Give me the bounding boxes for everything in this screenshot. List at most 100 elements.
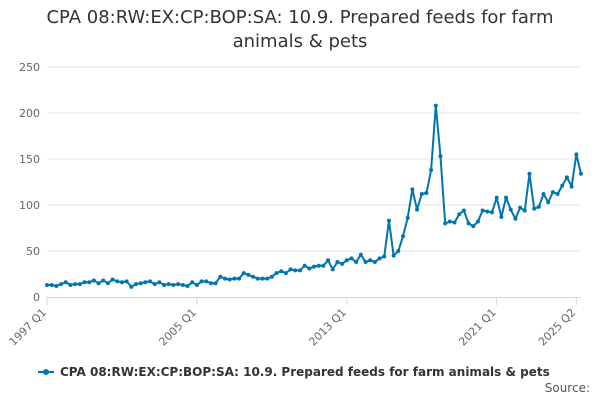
data-point-18: [129, 284, 134, 289]
data-point-37: [218, 274, 223, 279]
data-point-106: [541, 191, 546, 196]
data-point-59: [321, 263, 326, 268]
legend-line-marker-icon: [38, 366, 54, 378]
y-axis-labels: 0 50 100 150 200 250: [19, 61, 40, 304]
data-point-78: [410, 187, 415, 192]
data-point-63: [340, 261, 345, 266]
data-point-20: [138, 281, 143, 286]
data-point-49: [274, 271, 279, 276]
data-point-113: [574, 152, 579, 157]
data-point-5: [68, 283, 73, 288]
data-point-109: [555, 191, 560, 196]
data-point-88: [457, 212, 462, 217]
data-point-68: [363, 260, 368, 265]
data-point-70: [372, 260, 377, 265]
data-point-39: [227, 277, 232, 282]
data-point-92: [475, 219, 480, 224]
data-point-15: [115, 279, 120, 284]
data-point-12: [101, 278, 106, 283]
data-point-96: [494, 195, 499, 200]
data-point-26: [166, 282, 171, 287]
data-point-0: [45, 283, 49, 288]
series-line: [46, 104, 582, 288]
data-point-52: [288, 267, 293, 272]
data-point-16: [119, 280, 124, 285]
data-point-76: [401, 234, 405, 239]
x-tick-label-1: 2005 Q1: [156, 306, 199, 349]
series-points: [45, 103, 583, 289]
data-point-50: [279, 269, 284, 274]
data-point-71: [377, 256, 382, 261]
y-tick-label-250: 250: [19, 61, 40, 74]
data-point-27: [171, 283, 176, 288]
y-tick-label-150: 150: [19, 153, 40, 166]
data-point-58: [316, 263, 321, 268]
data-point-94: [485, 209, 490, 214]
data-point-42: [241, 271, 246, 276]
data-point-32: [194, 283, 199, 288]
data-point-22: [148, 279, 153, 284]
data-point-54: [297, 268, 302, 273]
data-point-21: [143, 280, 148, 285]
data-point-77: [405, 215, 410, 220]
data-point-89: [461, 208, 466, 213]
series-path: [46, 104, 582, 288]
data-point-72: [382, 254, 387, 259]
data-point-6: [73, 282, 78, 287]
data-point-110: [560, 183, 565, 188]
x-tick-label-0: 1997 Q1: [7, 306, 50, 349]
data-point-62: [335, 260, 340, 265]
data-point-23: [152, 282, 157, 287]
data-point-25: [162, 283, 167, 288]
data-point-8: [82, 280, 87, 285]
data-point-104: [532, 206, 537, 211]
x-tick-label-2: 2013 Q1: [306, 306, 349, 349]
data-point-30: [185, 283, 190, 288]
data-point-17: [124, 279, 129, 284]
data-point-38: [223, 276, 227, 281]
data-point-56: [307, 266, 312, 271]
data-point-45: [255, 276, 260, 281]
gridlines: [47, 66, 581, 252]
data-point-67: [358, 252, 363, 257]
data-point-85: [443, 221, 448, 226]
data-point-47: [265, 276, 270, 281]
data-point-61: [330, 267, 335, 272]
data-point-29: [180, 283, 185, 288]
x-tick-label-3: 2021 Q1: [456, 306, 499, 349]
data-point-19: [134, 282, 138, 287]
data-point-28: [176, 282, 181, 287]
data-point-112: [569, 184, 574, 189]
data-point-55: [302, 263, 307, 268]
data-point-3: [59, 282, 64, 287]
data-point-100: [513, 216, 518, 221]
source-label: Source:: [544, 381, 590, 395]
y-tick-label-200: 200: [19, 107, 40, 120]
data-point-97: [499, 214, 504, 219]
data-point-69: [368, 258, 373, 263]
data-point-57: [312, 264, 316, 269]
data-point-111: [564, 175, 569, 180]
data-point-46: [260, 276, 265, 281]
data-point-43: [246, 272, 251, 277]
x-axis: 1997 Q1 2005 Q1 2013 Q1 2021 Q1 2025 Q2: [7, 297, 581, 348]
data-point-74: [391, 253, 396, 258]
data-point-65: [349, 256, 354, 261]
data-point-95: [490, 210, 494, 215]
data-point-48: [269, 274, 274, 279]
data-point-10: [91, 278, 96, 283]
data-point-40: [232, 276, 237, 281]
data-point-99: [508, 207, 513, 212]
data-point-11: [96, 281, 101, 286]
data-point-7: [77, 282, 82, 287]
data-point-33: [199, 279, 204, 284]
data-point-107: [546, 200, 551, 205]
data-point-102: [522, 208, 527, 213]
data-point-87: [452, 220, 457, 225]
legend[interactable]: CPA 08:RW:EX:CP:BOP:SA: 10.9. Prepared f…: [38, 363, 550, 381]
data-point-98: [504, 195, 509, 200]
data-point-81: [424, 191, 429, 196]
data-point-114: [579, 171, 583, 176]
data-point-83: [433, 103, 438, 108]
